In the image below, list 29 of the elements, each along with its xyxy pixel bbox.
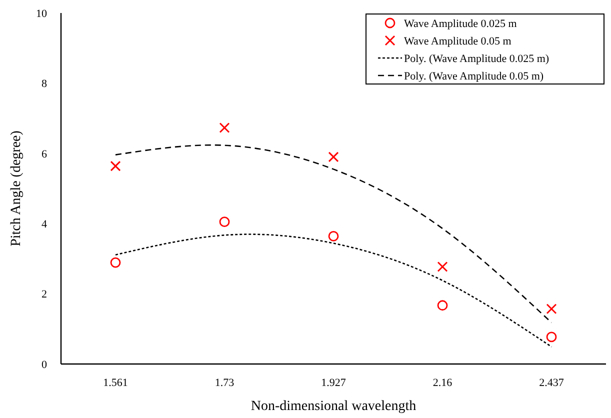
legend-label: Poly. (Wave Amplitude 0.025 m) [404,52,550,65]
y-tick-label: 2 [42,288,47,301]
line-series [114,234,552,348]
point [110,160,121,172]
point [437,262,448,272]
y-tick-label: 6 [42,148,48,160]
point [546,304,557,314]
legend-label: Poly. (Wave Amplitude 0.05 m) [404,70,544,82]
point [219,216,230,228]
point [110,257,121,268]
legend-label: Wave Amplitude 0.05 m [404,35,512,48]
y-tick-label: 4 [42,218,48,230]
y-tick-label: 8 [42,78,48,90]
point [328,152,339,162]
y-axis-title: Pitch Angle (degree) [9,130,24,246]
x-tick-label: 1.561 [103,377,128,389]
line-series [114,144,552,324]
point [437,300,448,311]
x-tick-label: 1.73 [214,377,235,389]
y-tick-label: 10 [36,8,48,20]
x-axis-title: Non-dimensional wavelength [250,399,416,414]
x-tick-label: 2.16 [432,377,453,389]
point [546,332,557,342]
point [328,231,339,242]
x-tick-label: 1.927 [321,377,346,389]
y-tick-label: 0 [42,358,48,371]
legend-label: Wave Amplitude 0.025 m [404,18,518,30]
x-tick-label: 2.437 [539,377,564,389]
point [219,122,230,134]
